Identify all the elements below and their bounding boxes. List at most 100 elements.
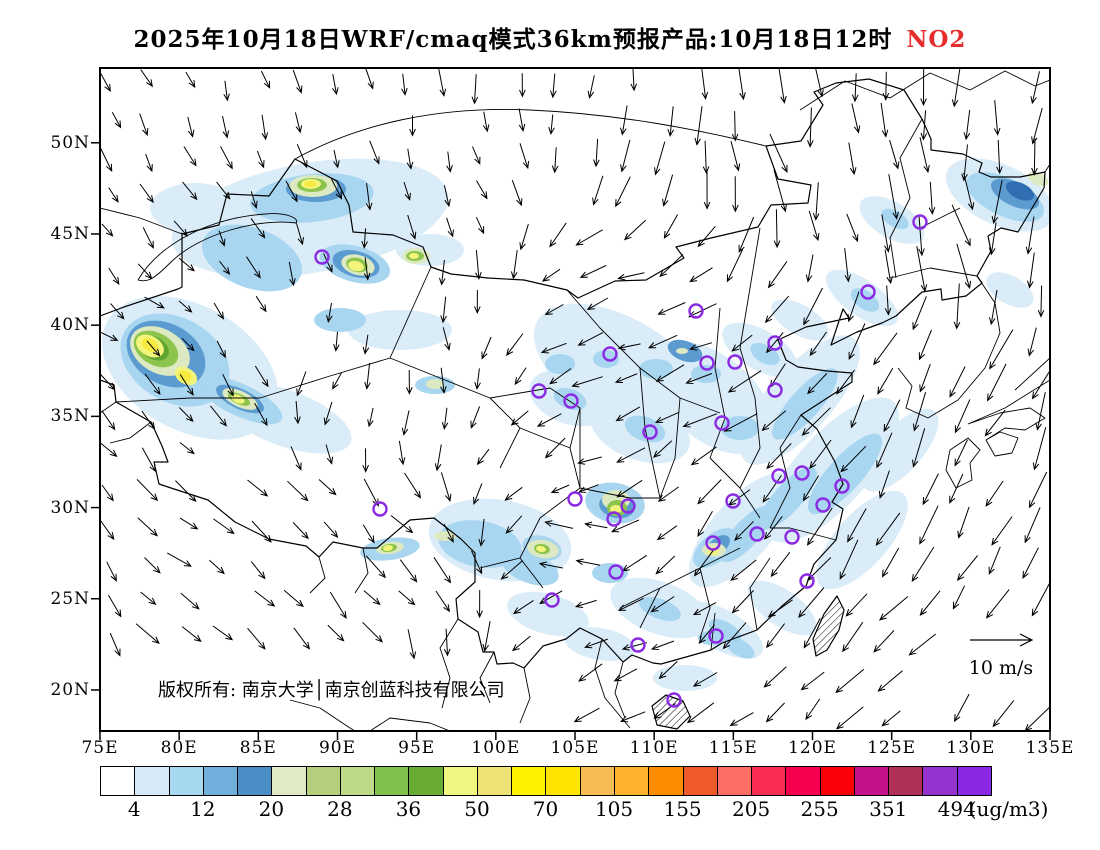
concentration-blob-b2 <box>639 359 673 379</box>
colorbar-tick-label: 28 <box>327 797 353 821</box>
station-marker <box>815 497 831 513</box>
concentration-blob-b1 <box>861 408 939 492</box>
lon-label: 95E <box>398 738 436 758</box>
lat-label: 50N <box>50 132 90 153</box>
title-text: 2025年10月18日WRF/cmaq模式36km预报产品:10月18日12时 <box>133 26 893 53</box>
station-marker <box>714 415 730 431</box>
station-marker <box>834 478 850 494</box>
hainan-island <box>651 694 691 730</box>
concentration-blob-g1 <box>426 379 444 389</box>
concentration-blob-b1 <box>986 272 1034 308</box>
station-marker <box>705 535 721 551</box>
colorbar-tick-label: 351 <box>869 797 908 821</box>
colorbar-cell <box>237 766 273 796</box>
legend-wind-speed-label: 10 m/s <box>969 657 1033 679</box>
concentration-blob-b1 <box>348 310 452 350</box>
colorbar-tick-label: 205 <box>732 797 771 821</box>
station-marker <box>372 501 388 517</box>
concentration-shading <box>102 158 1050 691</box>
colorbar-tick-label: 50 <box>464 797 490 821</box>
lon-label: 120E <box>788 738 837 758</box>
station-marker <box>620 498 636 514</box>
lon-label: 90E <box>318 738 357 758</box>
colorbar-cell <box>579 766 615 796</box>
concentration-blob-b2 <box>881 208 909 230</box>
concentration-blob-b1 <box>747 580 817 636</box>
china-national-border <box>100 78 1046 669</box>
colorbar-cell <box>785 766 821 796</box>
lon-label: 135E <box>1025 738 1075 758</box>
colorbar-cell <box>853 766 890 796</box>
lat-label: 25N <box>50 588 90 609</box>
colorbar-cell <box>682 766 718 796</box>
station-markers <box>314 214 928 708</box>
lon-label: 105E <box>550 738 600 758</box>
station-marker <box>606 511 622 527</box>
concentration-blob-b1 <box>653 665 717 691</box>
station-marker <box>563 393 579 409</box>
colorbar-cell <box>751 766 787 796</box>
concentration-blob-b2 <box>721 416 759 440</box>
axis-ticks <box>91 142 1051 740</box>
station-marker <box>608 564 624 580</box>
lat-label: 20N <box>50 679 90 700</box>
colorbar-tick-label: 494 <box>937 797 976 821</box>
concentration-blob-b2 <box>545 354 575 374</box>
station-marker <box>725 493 741 509</box>
concentration-blob-b2 <box>759 466 817 530</box>
concentration-blob-b2 <box>202 224 302 292</box>
colorbar-cell <box>271 766 307 796</box>
concentration-blob-b2 <box>725 637 755 659</box>
colorbar-tick-label: 155 <box>663 797 702 821</box>
colorbar-cell <box>305 766 341 796</box>
colorbar-cell <box>442 766 478 796</box>
lon-label: 80E <box>160 738 198 758</box>
colorbar-tick-label: 70 <box>532 797 559 821</box>
station-marker <box>314 249 330 265</box>
wind-speed-legend: 10 m/s <box>969 633 1034 679</box>
station-marker <box>767 382 783 398</box>
station-marker <box>799 573 815 589</box>
colorbar-cell <box>716 766 753 796</box>
lat-label: 35N <box>50 406 90 427</box>
colorbar-cell <box>819 766 855 796</box>
station-marker <box>767 335 783 351</box>
station-marker <box>642 424 658 440</box>
colorbar-cell <box>922 766 958 796</box>
lat-label: 45N <box>50 223 90 244</box>
title-species: NO2 <box>906 26 967 53</box>
colorbar-cell <box>476 766 513 796</box>
concentration-blob-y1 <box>348 260 364 272</box>
lat-label: 30N <box>50 497 90 518</box>
colorbar-cell <box>168 766 204 796</box>
colorbar-unit-label: (ug/m3) <box>968 797 1049 821</box>
concentration-blob-y1 <box>610 505 622 513</box>
station-marker <box>567 491 583 507</box>
concentration-blob-g1 <box>434 531 456 541</box>
lon-label: 110E <box>629 738 679 758</box>
taiwan-island <box>812 595 845 657</box>
wind-arrows <box>100 68 1050 731</box>
colorbar-cell <box>408 766 444 796</box>
colorbar-tick-label: 255 <box>800 797 839 821</box>
geography-outlines <box>100 70 1050 731</box>
legend-arrow-icon <box>970 633 1034 647</box>
colorbar-cell <box>648 766 684 796</box>
foreign-borders-coastlines <box>100 70 1050 731</box>
concentration-blob-y2 <box>304 181 316 187</box>
colorbar-cell <box>956 766 992 796</box>
lon-label: 130E <box>946 738 996 758</box>
lon-label: 100E <box>471 738 521 758</box>
lon-label: 115E <box>708 738 758 758</box>
colorbar-tick-label: 12 <box>190 797 216 821</box>
station-marker <box>544 592 560 608</box>
station-marker <box>699 355 715 371</box>
concentration-blob-b2 <box>807 433 883 515</box>
concentration-blob-b2 <box>639 596 681 622</box>
concentration-blob-b1 <box>816 490 908 590</box>
lon-label: 85E <box>239 738 277 758</box>
concentration-blob-b2 <box>553 387 587 411</box>
colorbar-tick-label: 36 <box>395 797 422 821</box>
station-marker <box>749 526 765 542</box>
